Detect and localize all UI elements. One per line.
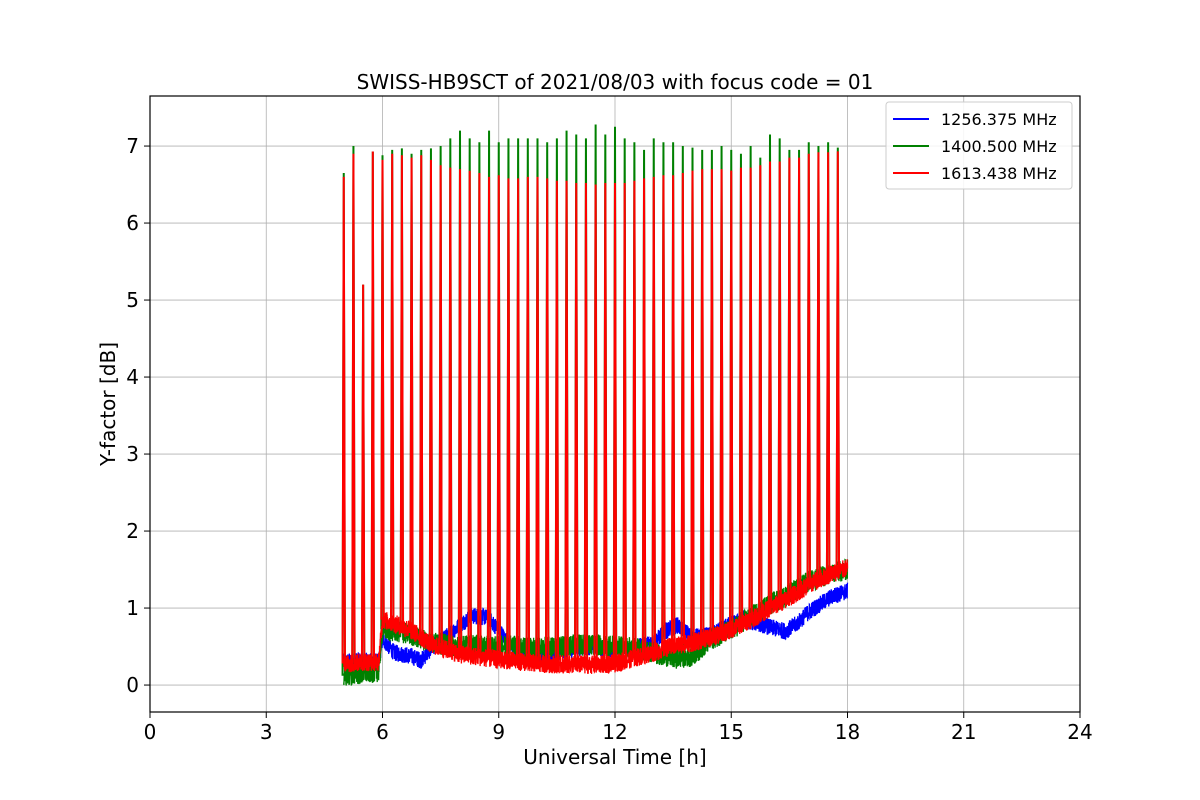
spike [699,169,705,641]
spike [544,178,550,664]
spike [593,184,598,666]
spike [583,183,589,665]
spike [389,153,395,623]
legend-label: 1256.375 MHz [941,110,1057,129]
spike [525,176,531,663]
x-tick-label: 18 [835,720,860,744]
spike [477,172,482,657]
spike [709,169,715,638]
spike [738,167,744,625]
x-axis-label: Universal Time [h] [523,745,706,769]
spike [457,169,463,655]
spike [360,284,366,662]
x-tick-label: 12 [602,720,627,744]
spike [758,165,763,615]
spike [816,152,821,580]
spike [651,176,656,653]
spike [680,172,686,645]
spike [661,175,666,649]
spike [380,159,385,620]
chart-title: SWISS-HB9SCT of 2021/08/03 with focus co… [357,70,874,94]
spike [719,169,724,634]
spike [448,167,453,652]
spike [486,176,492,659]
legend-label: 1400.500 MHz [941,137,1057,156]
y-tick-label: 4 [126,365,139,389]
spike [612,183,618,664]
y-tick-label: 7 [126,134,139,158]
x-tick-label: 3 [260,720,273,744]
legend-box [885,101,1073,190]
spike [796,157,802,592]
spike [622,183,627,661]
x-tick-label: 9 [492,720,505,744]
spike [787,157,792,598]
y-axis-label: Y-factor [dB] [96,342,120,467]
spike [515,178,521,662]
series-line [343,559,849,674]
spike [641,178,647,656]
spike [835,151,841,572]
y-tick-label: 2 [126,519,139,543]
legend-label: 1613.438 MHz [941,164,1057,183]
spike [341,176,346,664]
spike [603,183,608,665]
spike [806,153,811,585]
spike [409,157,414,631]
x-tick-label: 15 [719,720,744,744]
spike [670,175,676,647]
y-tick-label: 0 [126,673,139,697]
spike [690,170,695,643]
spike [428,159,434,644]
spike [351,153,356,663]
y-tick-label: 5 [126,288,139,312]
y-axis: 0 1 2 3 4 5 6 7 [126,134,150,697]
spike [729,170,734,630]
x-tick-label: 0 [144,720,157,744]
spike [399,155,405,627]
x-axis: 0 3 6 9 12 15 18 21 24 [144,712,1093,744]
spike [777,161,782,604]
spike [825,152,831,576]
spike [564,180,569,665]
y-tick-label: 6 [126,211,139,235]
spike [496,175,501,660]
spike [467,170,472,656]
spike [632,180,637,659]
y-tick-label: 3 [126,442,139,466]
spike [767,161,773,609]
y-tick-label: 1 [126,596,139,620]
spike [554,180,560,665]
spike [535,176,540,664]
spike [574,183,579,665]
series-1613-438-mhz [341,151,849,674]
spike [748,167,753,620]
x-tick-label: 21 [951,720,976,744]
x-tick-label: 24 [1067,720,1092,744]
series-layer [341,124,849,686]
spike [370,151,376,662]
spike [438,165,443,648]
spike [506,178,511,661]
legend: 1256.375 MHz 1400.500 MHz 1613.438 MHz [885,101,1073,190]
spike [419,155,424,638]
x-tick-label: 6 [376,720,389,744]
